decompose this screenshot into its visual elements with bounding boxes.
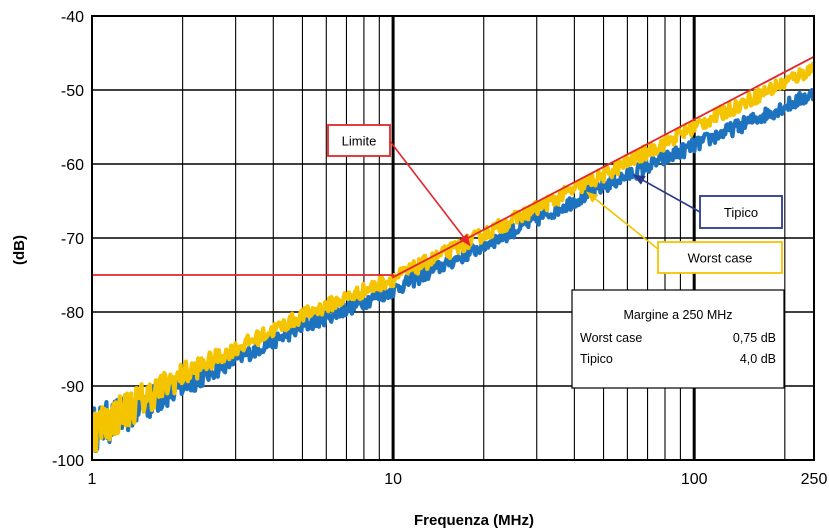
margin-box: Margine a 250 MHz Worst case 0,75 dB Tip… xyxy=(571,289,785,389)
worst-case-callout-arrow xyxy=(586,191,659,250)
margin-row-label-tipico: Tipico xyxy=(580,352,613,366)
limite-callout-label: Limite xyxy=(342,134,377,149)
x-tick-label: 100 xyxy=(681,471,708,488)
x-tick-label: 10 xyxy=(384,471,402,488)
y-tick-label: -90 xyxy=(61,379,84,396)
margin-box-title: Margine a 250 MHz xyxy=(623,308,732,322)
x-tick-label: 250 xyxy=(801,471,828,488)
y-tick-label: -60 xyxy=(61,157,84,174)
tipico-callout-arrow xyxy=(632,174,701,213)
worst-case-callout-label: Worst case xyxy=(688,251,753,266)
y-tick-label: -50 xyxy=(61,83,84,100)
tipico-callout-box xyxy=(699,195,783,229)
margin-row-value-tipico: 4,0 dB xyxy=(740,352,776,366)
worst-case-series-line xyxy=(92,61,814,453)
limite-callout-arrow xyxy=(388,139,471,247)
limite-series-line xyxy=(92,55,814,279)
x-axis-title: Frequenza (MHz) xyxy=(414,512,534,529)
plot-grid xyxy=(92,16,814,460)
margin-row-label-worst: Worst case xyxy=(580,331,642,345)
annotations: Limite Tipico Worst case xyxy=(327,124,783,274)
y-tick-label: -70 xyxy=(61,231,84,248)
worst-case-callout-box xyxy=(657,241,783,274)
plot-series xyxy=(92,55,814,454)
y-tick-label: -100 xyxy=(52,453,84,470)
margin-row-value-worst: 0,75 dB xyxy=(733,331,776,345)
tipico-series-line xyxy=(92,88,814,454)
y-axis-title: (dB) xyxy=(11,235,28,265)
y-tick-label: -80 xyxy=(61,305,84,322)
y-tick-label: -40 xyxy=(61,9,84,26)
limite-callout-box xyxy=(327,124,391,157)
plot-frame xyxy=(91,15,815,461)
tipico-callout-label: Tipico xyxy=(724,205,758,220)
x-tick-label: 1 xyxy=(88,471,97,488)
